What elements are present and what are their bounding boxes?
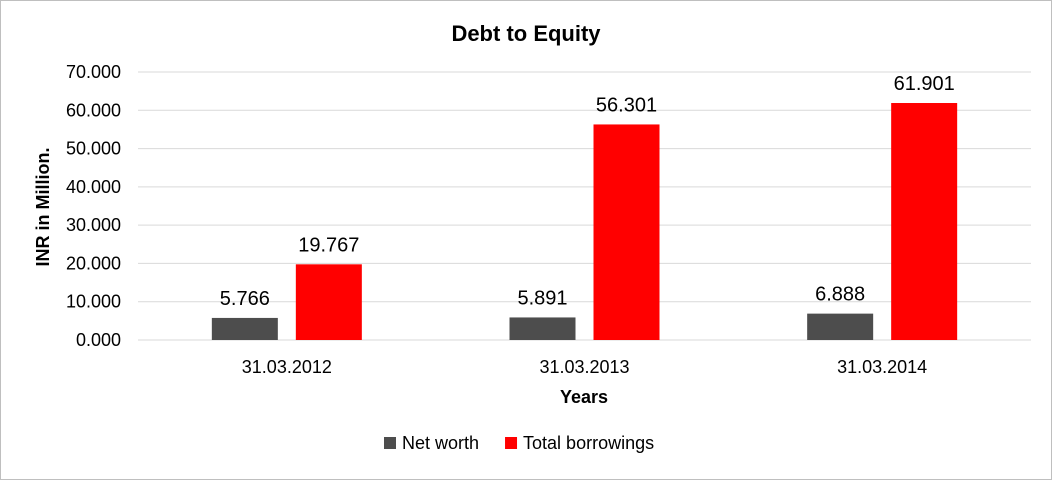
bar	[593, 124, 660, 340]
x-tick-label: 31.03.2013	[539, 357, 629, 377]
data-label: 56.301	[596, 94, 657, 116]
legend-label: Net worth	[402, 433, 479, 453]
bar	[509, 317, 576, 340]
data-label: 61.901	[894, 73, 955, 95]
y-axis-ticks: 0.000 10.000 20.000 30.000 40.000 50.000 60.00…	[66, 62, 121, 350]
data-label: 5.766	[220, 288, 270, 310]
data-labels: 5.766 19.767 5.891 56.301 6.888 61.901	[220, 73, 955, 310]
y-tick-label: 70.000	[66, 62, 121, 82]
x-tick-label: 31.03.2012	[242, 357, 332, 377]
y-tick-label: 50.000	[66, 139, 121, 159]
legend-label: Total borrowings	[523, 433, 654, 453]
x-axis-ticks: 31.03.2012 31.03.2013 31.03.2014	[242, 357, 927, 377]
y-axis-title: INR in Million.	[33, 148, 53, 267]
y-tick-label: 20.000	[66, 253, 121, 273]
legend-swatch	[505, 437, 518, 449]
x-tick-label: 31.03.2014	[837, 357, 927, 377]
bar	[891, 103, 958, 340]
chart-title: Debt to Equity	[451, 21, 601, 46]
y-tick-label: 10.000	[66, 292, 121, 312]
data-label: 6.888	[815, 284, 865, 306]
bar	[295, 264, 362, 340]
gridlines	[138, 71, 1031, 341]
data-label: 19.767	[298, 234, 359, 256]
y-tick-label: 0.000	[76, 330, 121, 350]
bar	[211, 317, 278, 340]
x-axis-title: Years	[560, 387, 608, 407]
y-tick-label: 30.000	[66, 215, 121, 235]
data-label: 5.891	[517, 287, 567, 309]
bars	[211, 103, 958, 340]
y-tick-label: 60.000	[66, 100, 121, 120]
legend-swatch	[384, 437, 396, 449]
bar	[807, 313, 874, 340]
y-tick-label: 40.000	[66, 177, 121, 197]
legend: Net worth Total borrowings	[384, 433, 654, 453]
